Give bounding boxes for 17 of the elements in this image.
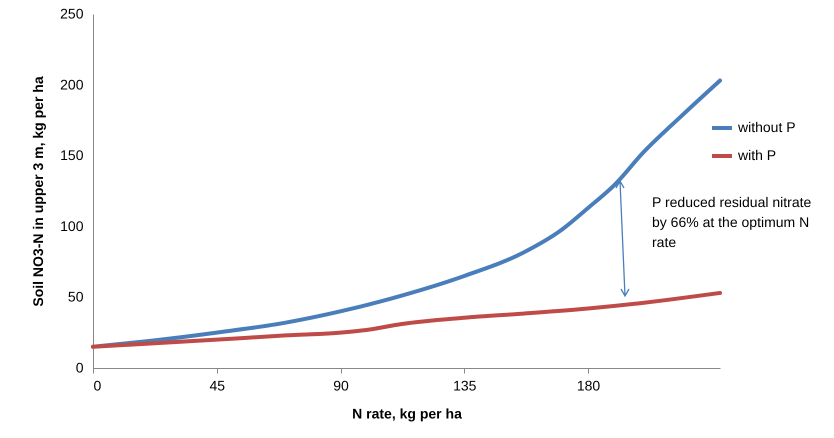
x-tick-label: 180 [576,378,600,394]
x-axis-title: N rate, kg per ha [352,406,462,422]
legend-label: with P [737,147,776,163]
y-tick-label: 50 [68,288,84,305]
annotation: P reduced residual nitrate by 66% at the optimum N rate [652,193,812,252]
y-tick-label: 250 [60,6,84,22]
x-tick-label: 135 [453,378,477,394]
y-tick-label: 200 [60,76,84,92]
y-axis-title: Soil NO3-N in upper 3 m, kg per ha [30,76,46,307]
y-tick-label: 150 [60,147,84,164]
x-tick-label: 90 [333,378,349,394]
y-tick-label: 0 [76,360,84,376]
legend-label: without P [737,119,796,135]
x-tick-label: 0 [94,378,102,394]
line-series [91,290,722,349]
y-tick-label: 100 [60,218,84,234]
x-tick-label: 45 [209,378,226,394]
